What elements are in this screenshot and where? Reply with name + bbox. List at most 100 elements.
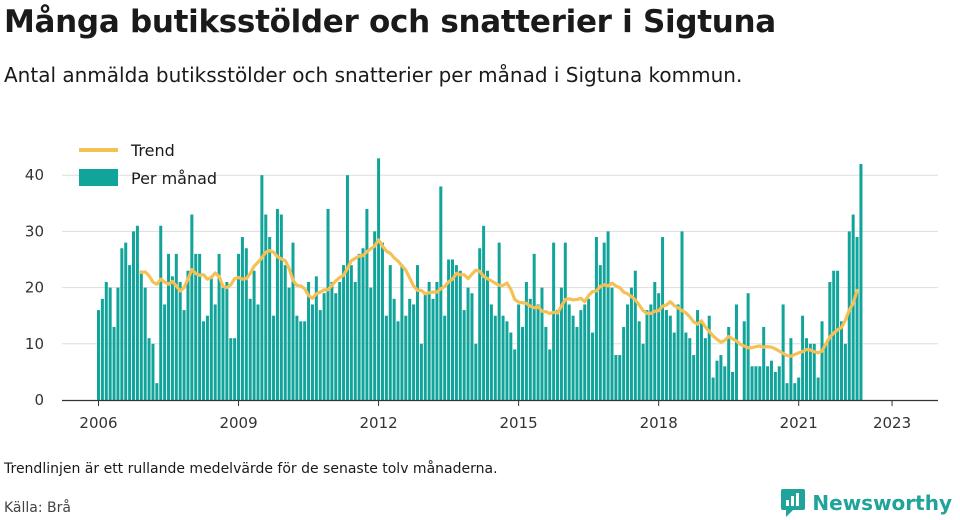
bar	[225, 281, 229, 400]
bar	[338, 281, 342, 400]
bar	[400, 265, 404, 400]
bar	[493, 315, 497, 400]
bar	[851, 214, 855, 400]
bar	[517, 304, 521, 400]
bar	[750, 366, 754, 400]
chart-subtitle: Antal anmälda butiksstölder och snatteri…	[4, 63, 743, 87]
bar	[707, 315, 711, 400]
bar	[310, 304, 314, 400]
bar	[839, 321, 843, 400]
bar	[252, 270, 256, 400]
bar	[163, 304, 167, 400]
bar	[97, 310, 100, 400]
bar	[668, 315, 672, 400]
bar	[552, 242, 556, 400]
y-tick-label: 40	[25, 166, 44, 184]
bar	[135, 225, 139, 400]
legend-trend-label: Trend	[130, 141, 175, 160]
y-tick-label: 20	[25, 279, 44, 297]
bar	[450, 259, 454, 400]
bar	[773, 371, 777, 400]
bar	[594, 237, 598, 400]
brand-logo: Newsworthy	[780, 488, 952, 518]
bar	[287, 287, 291, 400]
bar	[408, 298, 412, 400]
bar	[587, 298, 591, 400]
bar	[283, 265, 287, 400]
bar	[614, 355, 618, 400]
bar	[167, 253, 171, 400]
bar	[256, 304, 260, 400]
bar	[454, 265, 458, 400]
bar	[696, 310, 700, 400]
bar	[291, 242, 295, 400]
bar	[777, 366, 781, 400]
bar	[217, 253, 221, 400]
bar	[170, 276, 174, 400]
bar	[229, 338, 233, 400]
bar	[396, 321, 400, 400]
bar	[855, 237, 859, 400]
bar	[505, 321, 509, 400]
bar	[124, 242, 128, 400]
bar	[727, 326, 731, 400]
bar	[151, 343, 155, 400]
bar	[559, 287, 563, 400]
bar	[268, 237, 272, 400]
y-tick-label: 0	[34, 391, 44, 409]
bar	[412, 304, 416, 400]
chart-title: Många butiksstölder och snatterier i Sig…	[4, 4, 776, 40]
bar	[443, 315, 447, 400]
bar	[132, 231, 136, 400]
bar	[482, 225, 486, 400]
bar	[104, 281, 108, 400]
bar	[244, 248, 248, 400]
bar	[307, 281, 311, 400]
bar	[820, 321, 824, 400]
bar	[100, 298, 104, 400]
bar	[303, 321, 307, 400]
bar	[202, 321, 206, 400]
bar	[198, 253, 202, 400]
x-tick-label: 2012	[359, 414, 397, 432]
bar	[567, 304, 571, 400]
bar	[789, 338, 793, 400]
bar	[182, 310, 186, 400]
bar	[116, 287, 120, 400]
bar	[536, 304, 540, 400]
bar	[155, 383, 159, 400]
bar	[233, 338, 237, 400]
bar	[108, 287, 112, 400]
bar	[847, 231, 851, 400]
bar	[583, 304, 587, 400]
bar	[629, 287, 633, 400]
bar	[836, 270, 840, 400]
bar	[649, 304, 653, 400]
bar	[470, 293, 474, 400]
bar	[415, 265, 419, 400]
bar	[213, 304, 217, 400]
bar	[598, 265, 602, 400]
bar	[299, 321, 303, 400]
bar	[447, 259, 451, 400]
bar	[279, 214, 283, 400]
bar	[369, 287, 373, 400]
legend: Trend Per månad	[79, 141, 217, 188]
bar	[521, 326, 525, 400]
bar	[486, 270, 489, 400]
bar	[734, 304, 738, 400]
bar	[466, 287, 470, 400]
bar	[532, 253, 536, 400]
bar	[112, 326, 116, 400]
bar	[664, 310, 668, 400]
bar	[801, 315, 805, 400]
bar	[435, 281, 439, 400]
y-tick-label: 10	[25, 335, 44, 353]
chart-area: 0 10 20 30 40 2006 2009 2012 2015 2018 2021 2023 T…	[25, 141, 938, 432]
brand-name: Newsworthy	[812, 491, 952, 515]
bar	[474, 343, 478, 400]
bar	[653, 281, 657, 400]
bar	[591, 332, 595, 400]
bar	[742, 321, 746, 400]
x-tick-label: 2023	[873, 414, 911, 432]
